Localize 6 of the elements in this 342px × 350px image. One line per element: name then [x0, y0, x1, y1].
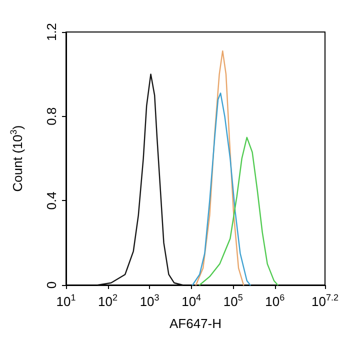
- y-tick-label: 0.4: [44, 192, 59, 210]
- x-axis-title: AF647-H: [169, 316, 222, 331]
- y-tick-label: 0: [44, 281, 59, 289]
- y-tick-label: 1.2: [44, 22, 59, 42]
- y-axis-title: Count (103): [8, 125, 25, 192]
- y-tick-label: 0.8: [44, 107, 59, 126]
